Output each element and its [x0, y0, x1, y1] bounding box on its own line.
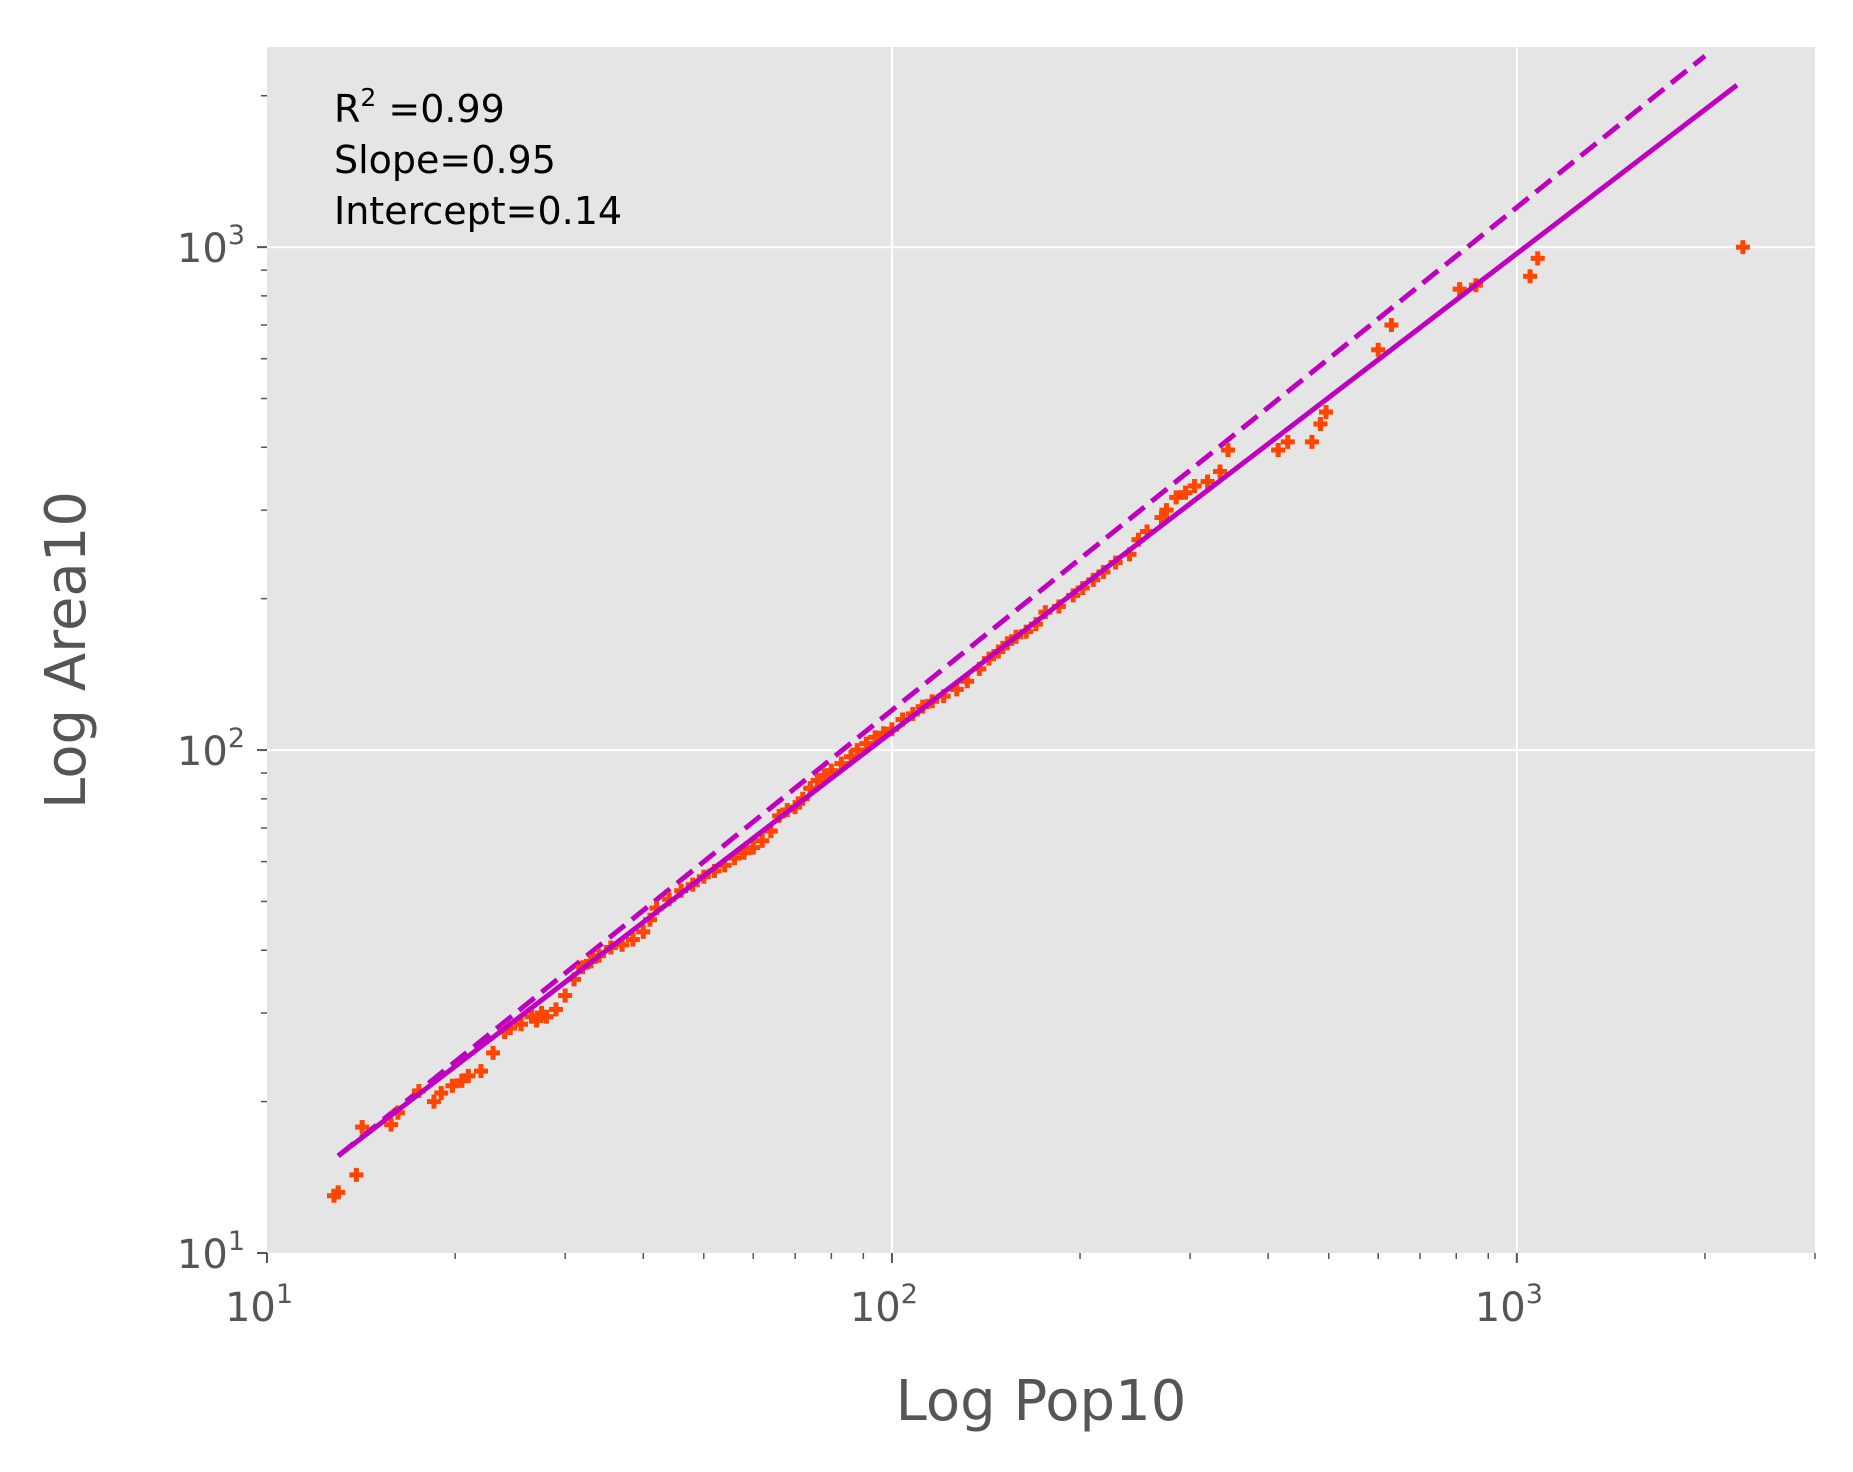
y-tick-label: 103	[177, 220, 245, 272]
data-point	[1523, 269, 1538, 284]
data-point	[473, 1064, 488, 1079]
x-axis-label: Log Pop10	[896, 1369, 1187, 1434]
y-tick-label-base: 10	[177, 1232, 228, 1278]
annotation-r2: R2 =0.99	[334, 83, 505, 131]
x-tick-label-base: 10	[1475, 1285, 1526, 1331]
data-point	[548, 1002, 563, 1017]
data-point	[625, 932, 640, 947]
data-point	[636, 924, 651, 939]
data-point	[1735, 240, 1750, 255]
reference-line	[336, 53, 1707, 1158]
data-point	[1169, 490, 1184, 505]
data-point	[1200, 474, 1215, 489]
data-point	[384, 1117, 399, 1132]
data-point	[1452, 282, 1467, 297]
data-point	[486, 1045, 501, 1060]
y-tick-label-exp: 1	[228, 1226, 245, 1257]
x-tick-label-exp: 2	[901, 1279, 918, 1310]
y-tick-label: 101	[177, 1226, 245, 1278]
reference-line-group	[336, 53, 1707, 1158]
data-point	[1384, 318, 1399, 333]
data-point	[1221, 443, 1236, 458]
y-tick-label-base: 10	[177, 729, 228, 775]
annotation-r2-suffix: =0.99	[376, 87, 505, 131]
data-point	[434, 1086, 449, 1101]
y-tick-label-exp: 2	[228, 723, 245, 754]
y-tick-label-base: 10	[177, 226, 228, 272]
data-point	[755, 833, 770, 848]
data-point	[1187, 479, 1202, 494]
data-point	[426, 1094, 441, 1109]
x-tick-label: 103	[1475, 1279, 1543, 1331]
annotation-slope: Slope=0.95	[334, 138, 556, 182]
data-point	[1213, 464, 1228, 479]
data-point	[1371, 342, 1386, 357]
data-point	[558, 988, 573, 1003]
data-point	[1318, 405, 1333, 420]
data-point	[461, 1068, 476, 1083]
annotation-intercept: Intercept=0.14	[334, 189, 622, 233]
y-tick-label-exp: 3	[228, 220, 245, 251]
annotation-r2-sup: 2	[360, 83, 376, 112]
fit-line	[336, 83, 1739, 1158]
y-tick-label: 102	[177, 723, 245, 775]
data-point	[850, 743, 865, 758]
annotation-r2-prefix: R	[334, 87, 360, 131]
x-tick-label: 101	[225, 1279, 293, 1331]
data-point	[529, 1013, 544, 1028]
x-tick-label-exp: 1	[276, 1279, 293, 1310]
x-tick-label-base: 10	[850, 1285, 901, 1331]
data-point	[539, 1009, 554, 1024]
data-point	[1304, 434, 1319, 449]
y-axis-label: Log Area10	[34, 491, 99, 809]
data-point	[746, 840, 761, 855]
data-point	[445, 1078, 460, 1093]
x-tick-label-base: 10	[225, 1285, 276, 1331]
data-point	[514, 1017, 529, 1032]
x-tick-label-exp: 3	[1526, 1279, 1543, 1310]
data-point	[1313, 416, 1328, 431]
data-point	[1178, 485, 1193, 500]
grid	[267, 47, 1815, 1253]
data-point	[1271, 443, 1286, 458]
data-point	[859, 736, 874, 751]
data-point	[355, 1120, 370, 1135]
data-point	[1530, 251, 1545, 266]
data-point	[331, 1185, 346, 1200]
x-tick-labels: 101 102 103	[225, 1279, 1543, 1331]
major-ticks	[257, 246, 1518, 1263]
x-tick-label: 102	[850, 1279, 918, 1331]
data-point	[1280, 434, 1295, 449]
data-point	[349, 1167, 364, 1182]
data-point	[1154, 510, 1169, 525]
data-point	[1159, 503, 1174, 518]
fit-line-group	[336, 83, 1739, 1158]
minor-ticks	[261, 94, 1816, 1259]
